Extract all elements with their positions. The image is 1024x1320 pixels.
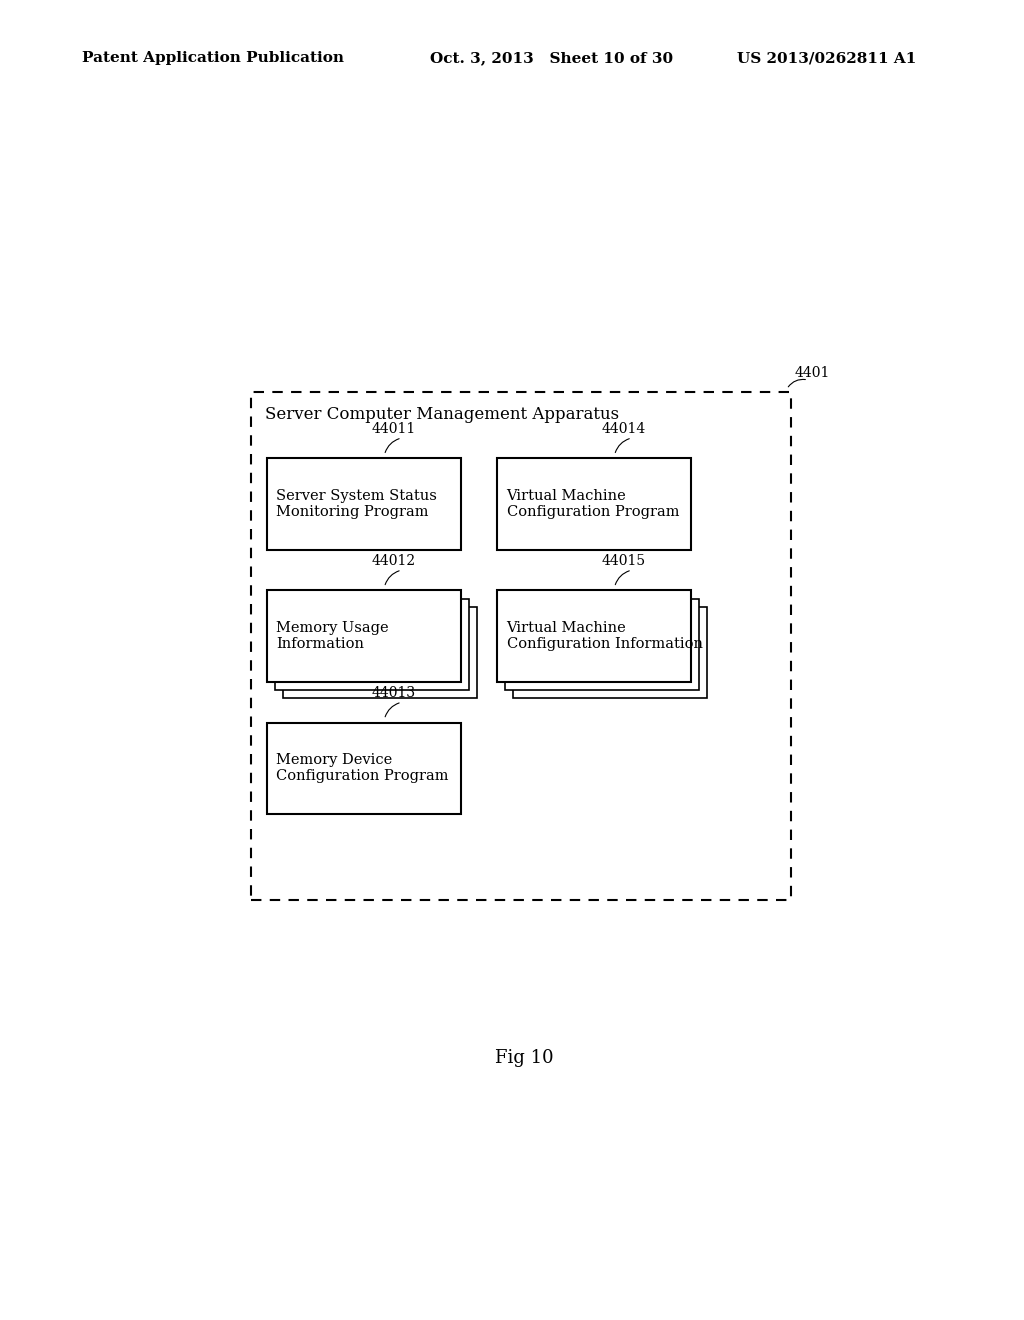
Text: Server Computer Management Apparatus: Server Computer Management Apparatus [265,407,620,422]
Bar [267,590,461,682]
Text: Patent Application Publication: Patent Application Publication [82,51,344,65]
Text: Virtual Machine
Configuration Program: Virtual Machine Configuration Program [507,488,679,519]
Text: Memory Device
Configuration Program: Memory Device Configuration Program [276,754,449,783]
Text: Virtual Machine
Configuration Information: Virtual Machine Configuration Informatio… [507,620,702,651]
Bar [513,607,708,698]
Bar [251,392,791,900]
Text: US 2013/0262811 A1: US 2013/0262811 A1 [737,51,916,65]
Text: 44015: 44015 [602,554,646,568]
Text: 4401: 4401 [795,366,830,380]
Bar [274,598,469,690]
Text: Memory Usage
Information: Memory Usage Information [276,620,389,651]
Text: 44011: 44011 [372,422,416,436]
Bar [267,722,461,814]
Text: 44013: 44013 [372,686,416,700]
Text: 44014: 44014 [602,422,646,436]
Text: Oct. 3, 2013   Sheet 10 of 30: Oct. 3, 2013 Sheet 10 of 30 [430,51,673,65]
Text: 44012: 44012 [372,554,416,568]
Bar [283,607,477,698]
Bar [497,590,691,682]
Text: Fig 10: Fig 10 [496,1049,554,1067]
Text: Server System Status
Monitoring Program: Server System Status Monitoring Program [276,488,437,519]
Bar [497,458,691,549]
Bar [267,458,461,549]
Bar [505,598,699,690]
